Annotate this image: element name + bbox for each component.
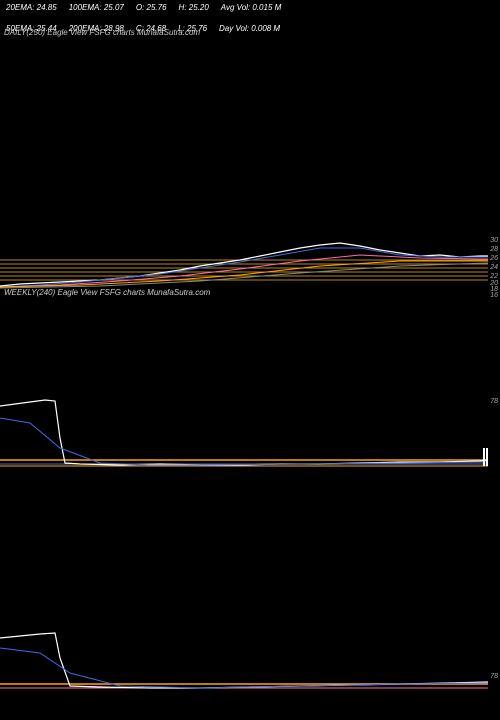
svg-text:28: 28 xyxy=(489,246,498,253)
ema100-stat: 100EMA: 25.07 xyxy=(69,3,124,12)
avgvol-stat: Avg Vol: 0.015 M xyxy=(221,3,281,12)
svg-text:24: 24 xyxy=(489,264,498,271)
svg-text:78: 78 xyxy=(490,398,498,405)
daily-chart-title: DAILY(250) Eagle View FSFG charts Munafa… xyxy=(4,28,200,37)
ema20-stat: 20EMA: 24.85 xyxy=(6,3,57,12)
monthly-chart-svg: 78 xyxy=(0,498,500,708)
svg-text:78: 78 xyxy=(490,673,498,680)
monthly-chart-panel: 78 xyxy=(0,498,500,708)
weekly-chart-title: WEEKLY(240) Eagle View FSFG charts Munaf… xyxy=(4,288,210,297)
svg-text:22: 22 xyxy=(489,273,498,280)
open-stat: O: 25.76 xyxy=(136,3,167,12)
daily-chart-svg: 3028262422201816 xyxy=(0,38,500,298)
high-stat: H: 25.20 xyxy=(179,3,209,12)
daily-chart-panel: 3028262422201816 xyxy=(0,38,500,288)
weekly-chart-panel: 78 xyxy=(0,298,500,488)
dayvol-stat: Day Vol: 0.008 M xyxy=(219,24,280,33)
svg-text:26: 26 xyxy=(489,255,498,262)
svg-text:30: 30 xyxy=(490,237,498,244)
weekly-chart-svg: 78 xyxy=(0,298,500,488)
